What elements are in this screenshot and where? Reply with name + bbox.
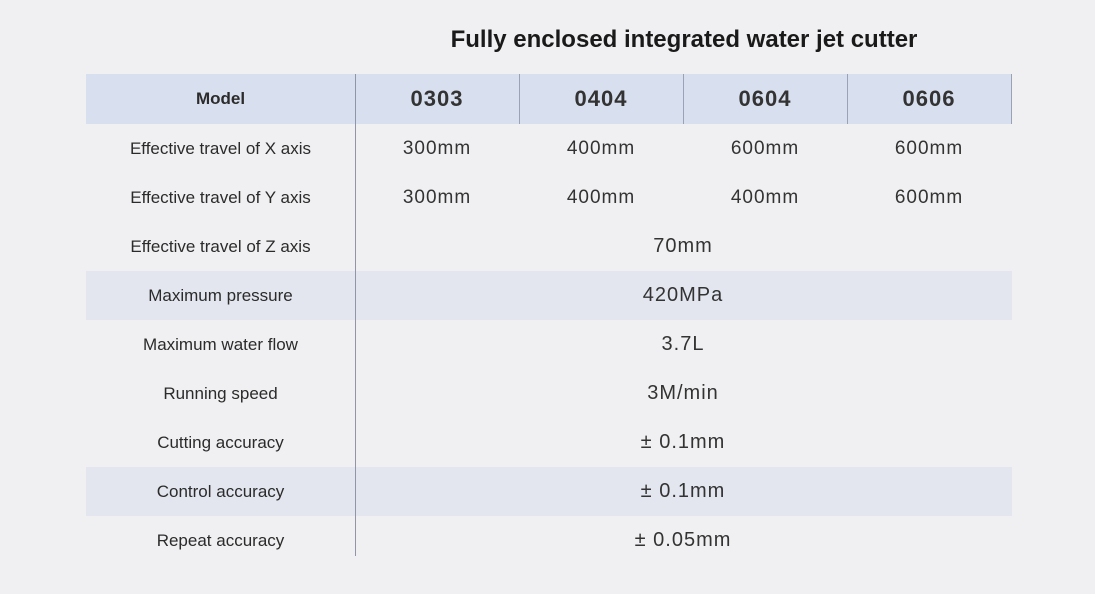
- row-value: 400mm: [566, 137, 636, 159]
- row-label: Maximum water flow: [143, 334, 298, 354]
- header-divider: [847, 74, 848, 124]
- header-model-0303: 0303: [410, 86, 464, 111]
- table-row: Effective travel of X axis 300mm 400mm 6…: [86, 124, 1012, 173]
- row-value: ± 0.05mm: [634, 529, 732, 551]
- row-value: 3M/min: [647, 382, 719, 404]
- table-row: Maximum water flow 3.7L: [86, 320, 1012, 369]
- header-model-label: Model: [195, 89, 246, 108]
- row-value: 400mm: [566, 186, 636, 208]
- page-title: Fully enclosed integrated water jet cutt…: [450, 26, 918, 53]
- spec-table: Model 0303 0404 0604 0606 Effective trav…: [86, 74, 1012, 565]
- table-header-row: Model 0303 0404 0604 0606: [86, 74, 1012, 124]
- table-row: Running speed 3M/min: [86, 369, 1012, 418]
- row-value: 400mm: [730, 186, 800, 208]
- row-value: 300mm: [402, 137, 472, 159]
- header-divider: [683, 74, 684, 124]
- header-divider: [1011, 74, 1012, 124]
- row-value: 600mm: [894, 137, 964, 159]
- row-value: 600mm: [894, 186, 964, 208]
- row-value: ± 0.1mm: [640, 480, 726, 502]
- header-model-0604: 0604: [738, 86, 792, 111]
- row-value: 70mm: [653, 235, 713, 257]
- row-label: Effective travel of X axis: [129, 138, 312, 158]
- header-model-0404: 0404: [574, 86, 628, 111]
- row-label: Maximum pressure: [148, 285, 293, 305]
- table-row: Cutting accuracy ± 0.1mm: [86, 418, 1012, 467]
- header-model-0606: 0606: [902, 86, 956, 111]
- row-label: Repeat accuracy: [156, 530, 285, 550]
- table-row: Effective travel of Y axis 300mm 400mm 4…: [86, 173, 1012, 222]
- row-label: Cutting accuracy: [157, 432, 284, 452]
- row-value: ± 0.1mm: [640, 431, 726, 453]
- row-label: Running speed: [163, 383, 278, 403]
- row-label: Effective travel of Z axis: [130, 236, 311, 256]
- label-column-divider: [355, 74, 356, 556]
- row-value: 3.7L: [661, 333, 705, 355]
- row-label: Effective travel of Y axis: [130, 187, 311, 207]
- row-value: 420MPa: [642, 284, 724, 306]
- header-divider: [519, 74, 520, 124]
- row-label: Control accuracy: [156, 481, 285, 501]
- table-row: Maximum pressure 420MPa: [86, 271, 1012, 320]
- row-value: 600mm: [730, 137, 800, 159]
- table-row: Effective travel of Z axis 70mm: [86, 222, 1012, 271]
- row-value: 300mm: [402, 186, 472, 208]
- table-row: Control accuracy ± 0.1mm: [86, 467, 1012, 516]
- table-row: Repeat accuracy ± 0.05mm: [86, 516, 1012, 565]
